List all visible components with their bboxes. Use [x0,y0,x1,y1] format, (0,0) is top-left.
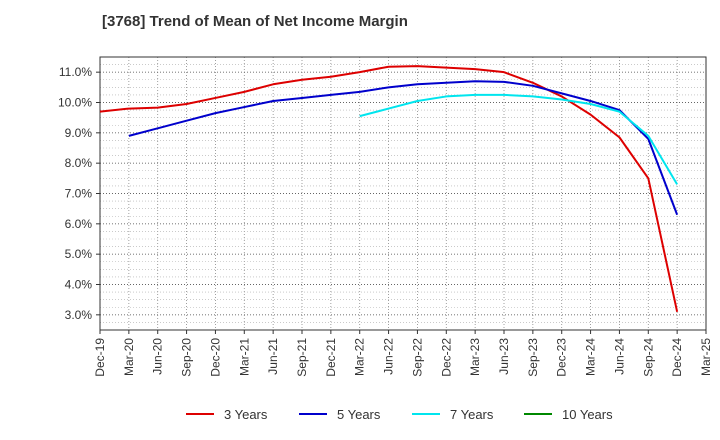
x-tick-label: Mar-25 [699,338,713,376]
series-layer [99,65,679,313]
x-tick-label: Sep-23 [526,338,540,377]
x-tick-label: Mar-22 [353,338,367,376]
legend-label: 7 Years [450,407,494,422]
x-tick-label: Dec-22 [439,338,453,377]
y-tick-label: 3.0% [65,308,93,322]
x-tick-label: Dec-24 [670,338,684,377]
x-tick-label: Sep-20 [180,338,194,377]
y-tick-label: 9.0% [65,126,93,140]
legend-label: 3 Years [224,407,268,422]
y-tick-label: 10.0% [58,96,92,110]
series-line-3-years [99,65,679,313]
x-tick-label: Dec-20 [208,338,222,377]
series-line-7-years [359,93,678,185]
legend-label: 5 Years [337,407,381,422]
x-tick-label: Mar-21 [237,338,251,376]
x-tick-label: Jun-20 [151,338,165,375]
series-line-5-years [128,80,679,216]
x-tick-label: Dec-21 [324,338,338,377]
x-tick-label: Jun-21 [266,338,280,375]
x-tick-label: Sep-22 [410,338,424,377]
chart-title: [3768] Trend of Mean of Net Income Margi… [102,13,408,30]
x-tick-label: Mar-24 [584,338,598,376]
legend-label: 10 Years [562,407,613,422]
y-tick-label: 8.0% [65,156,93,170]
y-tick-label: 4.0% [65,278,93,292]
x-tick-label: Jun-22 [382,338,396,375]
y-tick-label: 7.0% [65,187,93,201]
x-tick-label: Sep-21 [295,338,309,377]
x-tick-label: Mar-20 [122,338,136,376]
x-tick-label: Mar-23 [468,338,482,376]
grid-layer [100,57,706,330]
y-tick-label: 11.0% [59,65,92,79]
x-tick-label: Dec-19 [93,338,107,377]
y-tick-label: 5.0% [65,247,93,261]
legend: 3 Years 5 Years 7 Years 10 Years [186,407,613,422]
x-tick-label: Jun-24 [612,338,626,375]
x-tick-label: Jun-23 [497,338,511,375]
x-tick-label: Dec-23 [555,338,569,377]
y-tick-label: 6.0% [65,217,93,231]
axes-layer: 3.0% 4.0% 5.0% 6.0% 7.0% 8.0% 9.0% 10.0% 11.0% De… [58,56,713,377]
x-tick-label: Sep-24 [641,338,655,377]
